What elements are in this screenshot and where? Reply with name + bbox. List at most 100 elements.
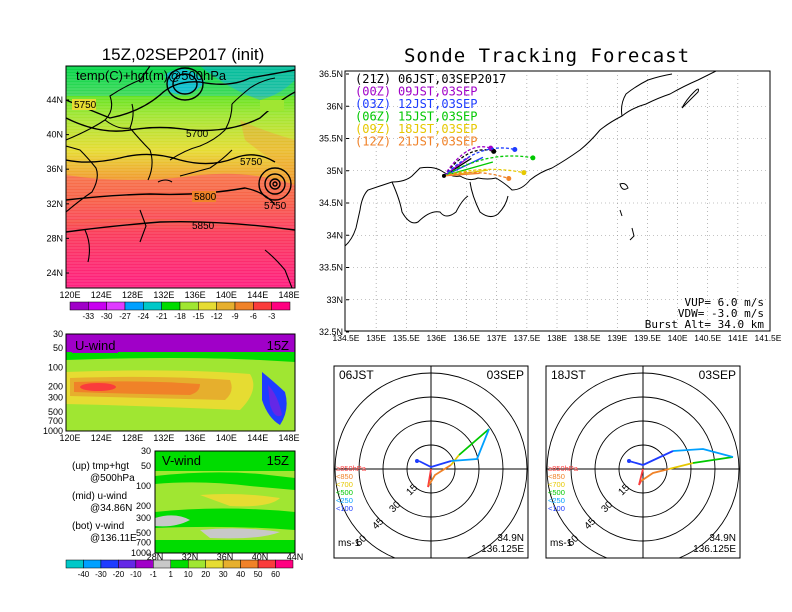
axis-tick-label: 148E bbox=[278, 433, 299, 443]
level-legend: <250 bbox=[548, 496, 565, 505]
axis-tick-label: 28N bbox=[46, 233, 63, 243]
colorbar-swatch bbox=[179, 301, 199, 311]
level-legend: <850 bbox=[336, 472, 353, 481]
axis-tick-label: 136E bbox=[426, 333, 446, 343]
launch-utc: (21Z) bbox=[355, 72, 391, 86]
trace-segment bbox=[418, 460, 452, 468]
legend-up-line2: @500hPa bbox=[90, 473, 135, 484]
landing-point bbox=[521, 170, 527, 176]
axis-tick-label: 132E bbox=[153, 433, 174, 443]
colorbar-label: -33 bbox=[83, 312, 95, 321]
axis-tick-label: 140E bbox=[216, 433, 237, 443]
launch-utc: (12Z) bbox=[355, 135, 391, 149]
colorbar-swatch bbox=[198, 301, 217, 311]
pressure-tick-label: 30 bbox=[141, 446, 151, 456]
colorbar-swatch bbox=[170, 559, 189, 569]
colorbar-label: -18 bbox=[174, 312, 186, 321]
level-legend: ≥850hPa bbox=[336, 464, 367, 473]
tracking-params: VUP= 6.0 m/s VDW= -3.0 m/s Burst Alt= 34… bbox=[645, 296, 765, 331]
hodograph-trace bbox=[628, 448, 734, 486]
axis-tick-label: 138E bbox=[547, 333, 567, 343]
legend-bot-line1: (bot) v-wind bbox=[72, 521, 124, 532]
axis-tick-label: 137.5E bbox=[513, 333, 540, 343]
launch-jst: 06JST,03SEP2017 bbox=[398, 72, 506, 86]
launch-jst: 21JST,03SEP bbox=[398, 135, 477, 149]
hodograph-lon: 136.125E bbox=[693, 544, 736, 555]
landing-point bbox=[506, 175, 512, 181]
hodograph-lat: 34.9N bbox=[497, 533, 524, 544]
legend-bot-line2: @136.11E bbox=[90, 533, 137, 544]
hodograph-unit: ms-1 bbox=[550, 538, 573, 549]
colorbar-label: 1 bbox=[169, 570, 174, 579]
axis-tick-label: 120E bbox=[59, 290, 80, 300]
legend-mid-line2: @34.86N bbox=[90, 503, 132, 514]
axis-tick-label: 32N bbox=[46, 199, 63, 209]
axis-tick-label: 32.5N bbox=[319, 327, 343, 337]
axis-tick-label: 120E bbox=[59, 433, 80, 443]
map-title: 15Z,02SEP2017 (init) bbox=[102, 45, 265, 64]
colorbar-label: 40 bbox=[236, 570, 245, 579]
level-legend: <700 bbox=[336, 480, 353, 489]
colorbar-swatch bbox=[253, 301, 272, 311]
colorbar-swatch bbox=[135, 559, 154, 569]
descent-track bbox=[443, 168, 524, 177]
axis-tick-label: 124E bbox=[91, 290, 112, 300]
tracking-coastline bbox=[345, 71, 717, 247]
axis-tick-label: 36N bbox=[46, 164, 63, 174]
level-legend: ≥850hPa bbox=[548, 464, 579, 473]
axis-tick-label: 139E bbox=[607, 333, 627, 343]
launch-jst: 18JST,03SEP bbox=[398, 122, 477, 136]
axis-tick-label: 148E bbox=[278, 290, 299, 300]
level-legend: <100 bbox=[336, 504, 353, 513]
uwind-panel: U-wind 15Z bbox=[65, 333, 296, 432]
axis-tick-label: 40N bbox=[252, 552, 269, 562]
axis-tick-label: 28N bbox=[147, 552, 164, 562]
colorbar-swatch bbox=[205, 559, 224, 569]
hodograph-date: 03SEP bbox=[699, 368, 736, 382]
pressure-tick-label: 100 bbox=[136, 481, 151, 491]
colorbar-swatch bbox=[216, 301, 236, 311]
colorbar-swatch bbox=[143, 301, 162, 311]
colorbar-label: -24 bbox=[138, 312, 150, 321]
colorbar-swatch bbox=[153, 559, 172, 569]
trace-segment bbox=[427, 468, 432, 488]
uwind-lon-axis: 120E 124E 128E 132E 136E 140E 144E 148E bbox=[59, 433, 299, 443]
launch-jst: 15JST,03SEP bbox=[398, 110, 477, 124]
axis-tick-label: 137E bbox=[487, 333, 507, 343]
colorbar-label: 10 bbox=[184, 570, 193, 579]
axis-tick-label: 128E bbox=[122, 290, 143, 300]
pressure-tick-label: 1000 bbox=[131, 548, 151, 558]
contour-label: 5700 bbox=[186, 129, 209, 140]
hodograph-lat: 34.9N bbox=[709, 533, 736, 544]
axis-tick-label: 40N bbox=[46, 130, 63, 140]
colorbar-swatch bbox=[240, 559, 259, 569]
colorbar-swatch bbox=[222, 559, 241, 569]
contour-label: 5800 bbox=[194, 192, 217, 203]
vwind-time: 15Z bbox=[267, 453, 289, 468]
hodograph-time: 06JST bbox=[339, 368, 374, 382]
map-field-label: temp(C)+hgt(m)@500hPa bbox=[76, 68, 227, 83]
hatch-lines bbox=[66, 67, 295, 288]
pressure-tick-label: 100 bbox=[48, 362, 63, 372]
pressure-tick-label: 500 bbox=[48, 407, 63, 417]
axis-tick-label: 135E bbox=[366, 333, 386, 343]
temperature-map: 5750 5700 5750 5800 5750 5850 bbox=[66, 66, 295, 288]
axis-tick-label: 34.5N bbox=[319, 198, 343, 208]
landing-point bbox=[491, 148, 497, 154]
legend-mid-line1: (mid) u-wind bbox=[72, 491, 127, 502]
axis-tick-label: 141E bbox=[728, 333, 748, 343]
level-legend: <850 bbox=[548, 472, 565, 481]
hodograph-time: 18JST bbox=[551, 368, 586, 382]
pressure-tick-label: 1000 bbox=[43, 426, 63, 436]
axis-tick-label: 136E bbox=[185, 290, 206, 300]
level-legend: <500 bbox=[336, 488, 353, 497]
tracking-title: Sonde Tracking Forecast bbox=[404, 45, 690, 67]
colorbar-swatch bbox=[106, 301, 126, 311]
contour-label: 5850 bbox=[192, 221, 215, 232]
contour-labels: 5750 5700 5750 5800 5750 5850 bbox=[72, 99, 287, 232]
tracking-lon-axis: 134.5E 135E 135.5E 136E 136.5E 137E 137.5E 138E… bbox=[333, 333, 782, 343]
colorbar-label: -40 bbox=[78, 570, 90, 579]
colorbar-swatch bbox=[118, 559, 137, 569]
